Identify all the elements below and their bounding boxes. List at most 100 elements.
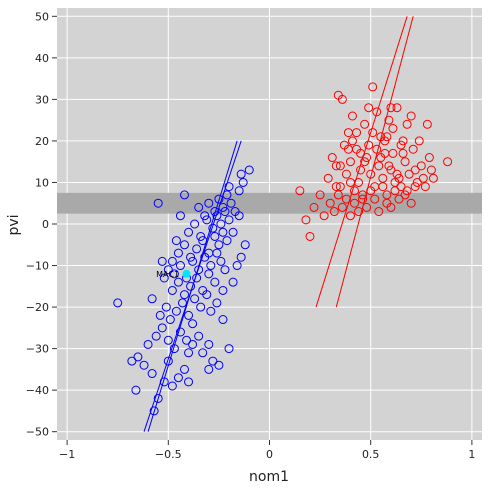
point-series1-84: [368, 128, 378, 138]
point-series1-78: [406, 111, 416, 121]
highlight-point: [182, 269, 191, 278]
point-series0-81: [214, 194, 224, 204]
point-series1-4: [315, 190, 325, 200]
point-series0-63: [210, 231, 220, 241]
point-series1-94: [335, 161, 345, 171]
point-series1-47: [386, 165, 396, 175]
point-series0-57: [173, 248, 183, 258]
point-series1-70: [374, 207, 384, 217]
point-series0-80: [210, 207, 220, 217]
point-series1-6: [323, 173, 333, 183]
point-series1-50: [398, 148, 408, 158]
point-series1-33: [424, 153, 434, 163]
point-series1-18: [364, 103, 374, 113]
point-series1-69: [370, 194, 380, 204]
point-series0-87: [238, 177, 248, 187]
point-series1-44: [374, 161, 384, 171]
point-series0-78: [200, 211, 210, 221]
regression-line-1: [147, 140, 238, 432]
point-series0-74: [220, 207, 230, 217]
shaded-band: [57, 192, 482, 214]
point-series1-17: [360, 119, 370, 129]
point-series0-73: [216, 219, 226, 229]
point-series1-58: [325, 198, 335, 208]
point-series0-9: [184, 348, 194, 358]
point-series0-79: [204, 198, 214, 208]
point-series0-97: [167, 256, 177, 266]
x-tick-label-0: −1: [59, 448, 75, 461]
point-series0-29: [177, 298, 187, 308]
y-tick-label-0: −50: [26, 426, 49, 439]
point-series1-28: [404, 169, 414, 179]
point-series0-108: [204, 364, 214, 374]
point-series1-92: [400, 190, 410, 200]
y-tick-label-10: 50: [35, 10, 49, 23]
point-series0-16: [182, 335, 192, 345]
data-points: [113, 82, 453, 416]
point-series1-54: [414, 136, 424, 146]
point-series0-24: [149, 406, 159, 416]
point-series0-17: [188, 319, 198, 329]
point-series0-53: [206, 261, 216, 271]
point-series0-101: [198, 348, 208, 358]
point-series0-1: [133, 352, 143, 362]
y-axis-label: pvi: [6, 214, 22, 235]
point-series1-14: [347, 111, 357, 121]
point-series0-86: [234, 186, 244, 196]
point-series1-86: [376, 153, 386, 163]
point-series1-19: [368, 82, 378, 92]
y-tick-label-5: 0: [42, 218, 49, 231]
point-series0-46: [163, 265, 173, 275]
point-series1-66: [358, 190, 368, 200]
point-series0-89: [236, 169, 246, 179]
point-series1-38: [350, 186, 359, 196]
point-series0-76: [228, 227, 238, 237]
point-series1-60: [333, 190, 343, 200]
point-series0-88: [244, 165, 254, 175]
point-series0-59: [186, 252, 196, 262]
point-series1-27: [400, 157, 410, 167]
point-series0-20: [208, 356, 218, 366]
x-axis-ticks: −1 −0.5 0 0.5 1: [59, 440, 475, 461]
point-series0-84: [226, 198, 236, 208]
point-series1-52: [406, 198, 416, 208]
point-series0-98: [157, 256, 167, 266]
point-series0-13: [163, 335, 173, 345]
point-series0-30: [184, 310, 194, 320]
point-series0-35: [212, 298, 222, 308]
point-series1-73: [386, 202, 396, 212]
point-series0-19: [204, 339, 214, 349]
point-series1-97: [386, 103, 396, 113]
point-series1-98: [382, 132, 392, 142]
point-series1-76: [398, 136, 408, 146]
regression-line-2: [315, 16, 408, 308]
point-series1-34: [428, 173, 438, 183]
x-tick-label-4: 1: [468, 448, 475, 461]
point-series0-70: [202, 215, 212, 225]
y-axis-ticks: −50 −40 −30 −20 −10 0 10 20 30 40 50: [26, 10, 57, 439]
point-series1-26: [396, 140, 406, 150]
y-tick-label-8: 30: [35, 93, 49, 106]
point-series1-62: [341, 194, 351, 204]
point-series0-95: [171, 236, 181, 246]
point-series0-91: [180, 190, 189, 200]
point-series1-96: [343, 144, 353, 154]
point-series1-89: [388, 148, 398, 158]
point-series0-65: [218, 227, 228, 237]
point-series0-94: [147, 294, 157, 304]
point-series1-23: [384, 115, 394, 125]
point-series0-60: [192, 244, 202, 254]
point-series0-47: [169, 269, 179, 279]
y-tick-label-2: −30: [26, 343, 49, 356]
point-series1-57: [426, 165, 436, 175]
annotation-group: MAC1: [156, 270, 179, 279]
point-series0-56: [220, 265, 230, 275]
y-tick-label-1: −40: [26, 384, 49, 397]
point-series0-22: [127, 356, 137, 366]
point-series0-26: [161, 302, 171, 312]
annotation-label: MAC1: [156, 270, 179, 279]
point-series0-105: [232, 261, 242, 271]
point-series1-49: [394, 194, 404, 204]
point-series0-93: [113, 298, 123, 308]
